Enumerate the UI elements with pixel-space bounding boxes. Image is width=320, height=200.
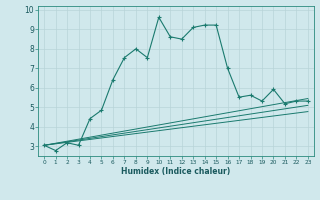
- X-axis label: Humidex (Indice chaleur): Humidex (Indice chaleur): [121, 167, 231, 176]
